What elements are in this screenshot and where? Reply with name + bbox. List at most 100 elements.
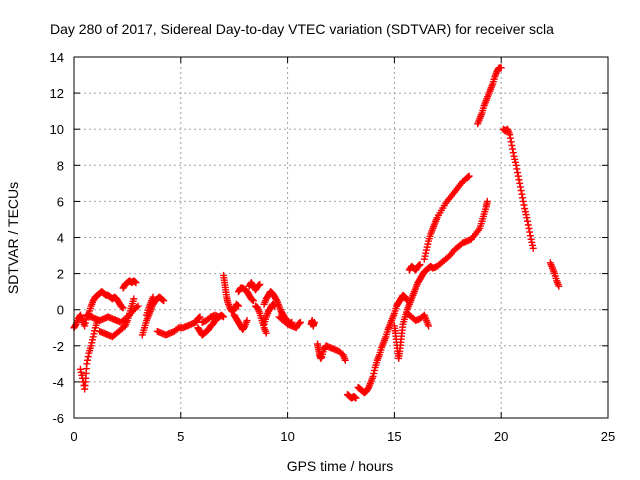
- data-point: [506, 134, 514, 142]
- data-point: [352, 394, 360, 402]
- axis-ticks: 0 5 10 15 20 25 -6 -4 -2 0 2 4 6 8 10 12 14: [50, 50, 616, 444]
- data-point: [518, 190, 526, 198]
- data-point: [520, 201, 528, 209]
- data-segment: [390, 197, 491, 362]
- data-point: [84, 356, 92, 364]
- x-tick-label: 0: [70, 429, 77, 444]
- data-point: [134, 302, 142, 310]
- data-point: [196, 313, 204, 321]
- data-segment: [198, 311, 223, 326]
- data-segment: [119, 277, 140, 292]
- data-series: [70, 64, 563, 402]
- data-segment: [153, 313, 204, 339]
- data-point: [523, 214, 531, 222]
- x-tick-label: 15: [387, 429, 401, 444]
- data-point: [83, 360, 91, 368]
- data-point: [526, 228, 534, 236]
- data-segment: [230, 311, 251, 334]
- data-segment: [403, 309, 433, 330]
- data-segment: [499, 125, 537, 252]
- data-segment: [143, 293, 157, 319]
- data-point: [515, 176, 523, 184]
- x-axis-label: GPS time / hours: [287, 458, 394, 474]
- data-point: [513, 165, 521, 173]
- data-point: [519, 194, 527, 202]
- data-point: [506, 131, 514, 139]
- data-point: [508, 141, 516, 149]
- data-segment: [70, 288, 127, 332]
- y-axis-label: SDTVAR / TECUs: [5, 182, 21, 294]
- data-segment: [245, 279, 264, 294]
- y-tick-label: 12: [50, 86, 64, 101]
- data-point: [119, 304, 127, 312]
- data-segment: [83, 302, 142, 326]
- chart-title: Day 280 of 2017, Sidereal Day-to-day VTE…: [50, 21, 554, 37]
- data-segment: [420, 172, 473, 263]
- plot-frame: [73, 56, 609, 419]
- data-point: [516, 179, 524, 187]
- y-tick-label: -4: [52, 375, 64, 390]
- data-point: [296, 318, 304, 326]
- data-point: [525, 224, 533, 232]
- data-point: [234, 302, 242, 310]
- data-point: [133, 303, 141, 311]
- data-point: [526, 232, 534, 240]
- data-point: [341, 356, 349, 364]
- data-point: [84, 353, 92, 361]
- y-tick-label: 8: [57, 158, 64, 173]
- data-point: [262, 329, 270, 337]
- data-point: [524, 221, 532, 229]
- grid-lines: [74, 57, 608, 418]
- y-tick-label: -6: [52, 411, 64, 426]
- data-point: [130, 295, 138, 303]
- data-point: [160, 297, 168, 305]
- x-tick-label: 5: [177, 429, 184, 444]
- data-point: [483, 197, 491, 205]
- data-point: [514, 169, 522, 177]
- data-point: [555, 282, 563, 290]
- data-point: [529, 244, 537, 252]
- data-point: [256, 280, 264, 288]
- data-segment: [474, 64, 505, 128]
- data-point: [509, 149, 517, 157]
- data-segment: [76, 317, 101, 393]
- data-point: [507, 138, 515, 146]
- data-point: [519, 197, 527, 205]
- data-segment: [314, 340, 349, 364]
- y-tick-label: 2: [57, 267, 64, 282]
- data-segment: [220, 271, 242, 316]
- data-point: [425, 322, 433, 330]
- y-tick-label: 6: [57, 194, 64, 209]
- data-point: [512, 161, 520, 169]
- x-tick-label: 25: [601, 429, 615, 444]
- data-point: [465, 172, 473, 180]
- data-point: [271, 302, 279, 310]
- data-point: [243, 317, 251, 325]
- y-tick-label: 4: [57, 231, 64, 246]
- data-point: [149, 293, 157, 301]
- data-segment: [307, 317, 318, 330]
- y-tick-label: 14: [50, 50, 64, 65]
- data-segment: [343, 391, 360, 402]
- data-segment: [354, 291, 411, 397]
- data-segment: [234, 284, 257, 305]
- data-point: [517, 187, 525, 195]
- data-segment: [275, 313, 304, 332]
- y-tick-label: 0: [57, 303, 64, 318]
- data-point: [249, 297, 257, 305]
- x-tick-label: 10: [280, 429, 294, 444]
- data-point: [516, 183, 524, 191]
- data-point: [132, 279, 140, 287]
- data-point: [497, 64, 505, 72]
- data-segment: [405, 261, 424, 274]
- data-point: [524, 217, 532, 225]
- data-point: [416, 261, 424, 269]
- data-point: [215, 313, 223, 321]
- data-point: [310, 318, 318, 326]
- x-tick-label: 20: [494, 429, 508, 444]
- data-point: [514, 172, 522, 180]
- y-tick-label: 10: [50, 122, 64, 137]
- data-segment: [546, 259, 563, 290]
- data-segment: [260, 300, 279, 328]
